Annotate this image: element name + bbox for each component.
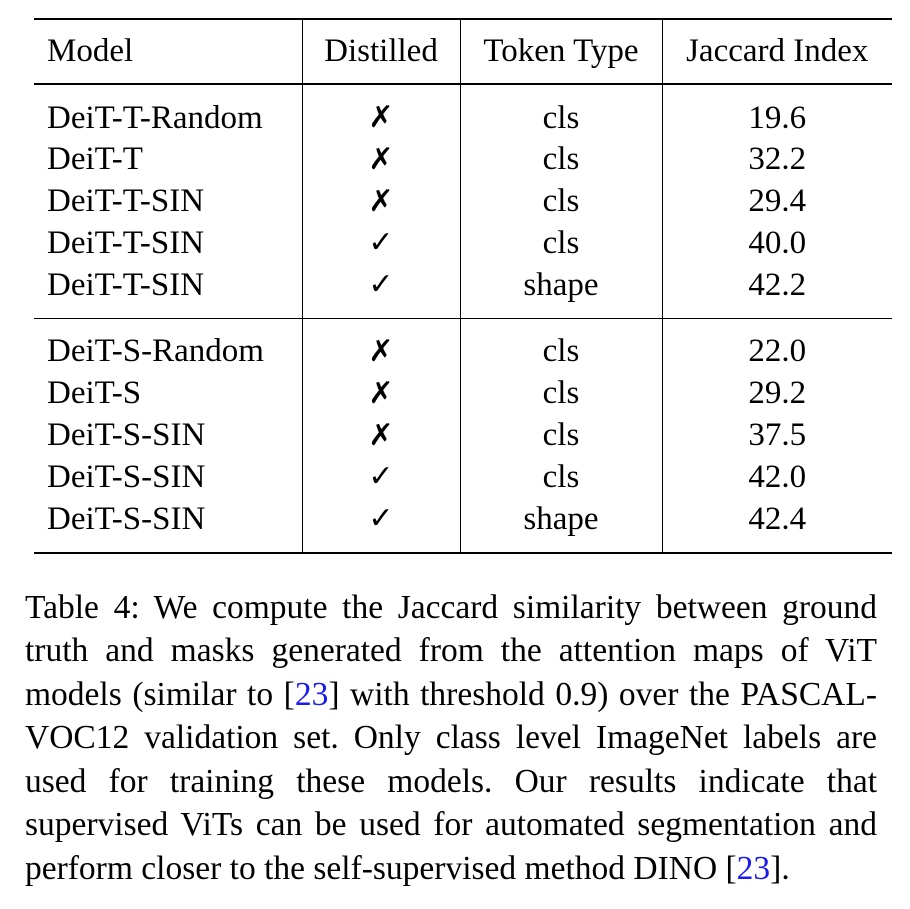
table-group-small: DeiT-S-Random ✗ cls 22.0 DeiT-S ✗ cls 29.2 DeiT-… xyxy=(34,318,892,553)
cell-jaccard-index: 29.2 xyxy=(661,372,892,415)
check-mark-icon: ✓ xyxy=(368,501,394,537)
cross-mark-icon: ✗ xyxy=(368,141,394,177)
cell-token-type: cls xyxy=(459,180,662,223)
cell-distilled: ✓ xyxy=(301,222,460,265)
cell-model: DeiT-T-SIN xyxy=(47,224,205,261)
header-token-type: Token Type xyxy=(459,19,662,84)
cell-token-type: cls xyxy=(459,414,662,457)
table-row: DeiT-S-SIN ✓ cls 42.0 xyxy=(34,456,892,499)
table-row: DeiT-T-SIN ✗ cls 29.4 xyxy=(34,180,892,223)
cell-jaccard-index: 42.4 xyxy=(661,498,892,553)
cell-model: DeiT-S xyxy=(47,375,142,412)
cell-model: DeiT-S-SIN xyxy=(47,500,206,537)
table-row: DeiT-S ✗ cls 29.2 xyxy=(34,372,892,415)
header-jaccard-index: Jaccard Index xyxy=(661,19,892,84)
cell-model: DeiT-S-Random xyxy=(47,333,264,370)
header-distilled: Distilled xyxy=(301,19,460,84)
cell-jaccard-index: 42.0 xyxy=(661,456,892,499)
cross-mark-icon: ✗ xyxy=(368,183,394,219)
cell-distilled: ✗ xyxy=(301,84,460,139)
cell-distilled: ✓ xyxy=(301,264,460,319)
caption-text-1: Table 4: We compute the Jaccard similari… xyxy=(25,588,877,713)
cell-token-type: cls xyxy=(459,318,662,373)
cell-distilled: ✗ xyxy=(301,372,460,415)
results-table-container: Model Distilled Token Type Jaccard Index… xyxy=(34,18,892,554)
check-mark-icon: ✓ xyxy=(368,267,394,303)
caption-text-2: ] with threshold 0.9) over the PASCAL-VO… xyxy=(25,675,877,888)
cross-mark-icon: ✗ xyxy=(368,375,394,411)
caption-text-3: ]. xyxy=(770,850,790,888)
table-row: DeiT-T-Random ✗ cls 19.6 xyxy=(34,84,892,139)
table-row: DeiT-T-SIN ✓ shape 42.2 xyxy=(34,264,892,319)
cell-token-type: cls xyxy=(459,138,662,181)
cell-model: DeiT-T-Random xyxy=(47,99,263,136)
cell-token-type: cls xyxy=(459,222,662,265)
cross-mark-icon: ✗ xyxy=(368,100,394,135)
cell-jaccard-index: 22.0 xyxy=(661,318,892,373)
check-mark-icon: ✓ xyxy=(368,459,394,495)
cell-jaccard-index: 42.2 xyxy=(661,264,892,319)
cell-model: DeiT-T-SIN xyxy=(47,183,205,220)
cell-token-type: shape xyxy=(459,264,662,319)
table-row: DeiT-T ✗ cls 32.2 xyxy=(34,138,892,181)
table-row: DeiT-T-SIN ✓ cls 40.0 xyxy=(34,222,892,265)
citation-link[interactable]: 23 xyxy=(736,850,771,888)
table-row: DeiT-S-Random ✗ cls 22.0 xyxy=(34,318,892,373)
table-row: DeiT-S-SIN ✗ cls 37.5 xyxy=(34,414,892,457)
cell-distilled: ✓ xyxy=(301,498,460,553)
cell-jaccard-index: 37.5 xyxy=(661,414,892,457)
cross-mark-icon: ✗ xyxy=(368,417,394,453)
cell-model: DeiT-T-SIN xyxy=(47,266,205,303)
table-header: Model Distilled Token Type Jaccard Index xyxy=(34,19,892,84)
cell-jaccard-index: 29.4 xyxy=(661,180,892,223)
cell-token-type: cls xyxy=(459,372,662,415)
header-model: Model xyxy=(47,33,134,70)
table-row: DeiT-S-SIN ✓ shape 42.4 xyxy=(34,498,892,553)
cell-model: DeiT-S-SIN xyxy=(47,417,206,454)
cross-mark-icon: ✗ xyxy=(368,333,394,369)
check-mark-icon: ✓ xyxy=(368,225,394,261)
table-group-tiny: DeiT-T-Random ✗ cls 19.6 DeiT-T ✗ cls 32.2 DeiT-… xyxy=(34,84,892,319)
cell-token-type: cls xyxy=(459,456,662,499)
cell-distilled: ✗ xyxy=(301,318,460,373)
cell-token-type: shape xyxy=(459,498,662,553)
cell-jaccard-index: 40.0 xyxy=(661,222,892,265)
cell-jaccard-index: 32.2 xyxy=(661,138,892,181)
citation-link[interactable]: 23 xyxy=(294,675,329,713)
cell-token-type: cls xyxy=(459,84,662,139)
table-caption: Table 4: We compute the Jaccard similari… xyxy=(25,586,877,891)
cell-model: DeiT-T xyxy=(47,141,143,178)
cell-model: DeiT-S-SIN xyxy=(47,458,206,495)
results-table: Model Distilled Token Type Jaccard Index… xyxy=(34,18,892,554)
cell-distilled: ✗ xyxy=(301,138,460,181)
cell-distilled: ✓ xyxy=(301,456,460,499)
cell-distilled: ✗ xyxy=(301,414,460,457)
cell-jaccard-index: 19.6 xyxy=(661,84,892,139)
cell-distilled: ✗ xyxy=(301,180,460,223)
